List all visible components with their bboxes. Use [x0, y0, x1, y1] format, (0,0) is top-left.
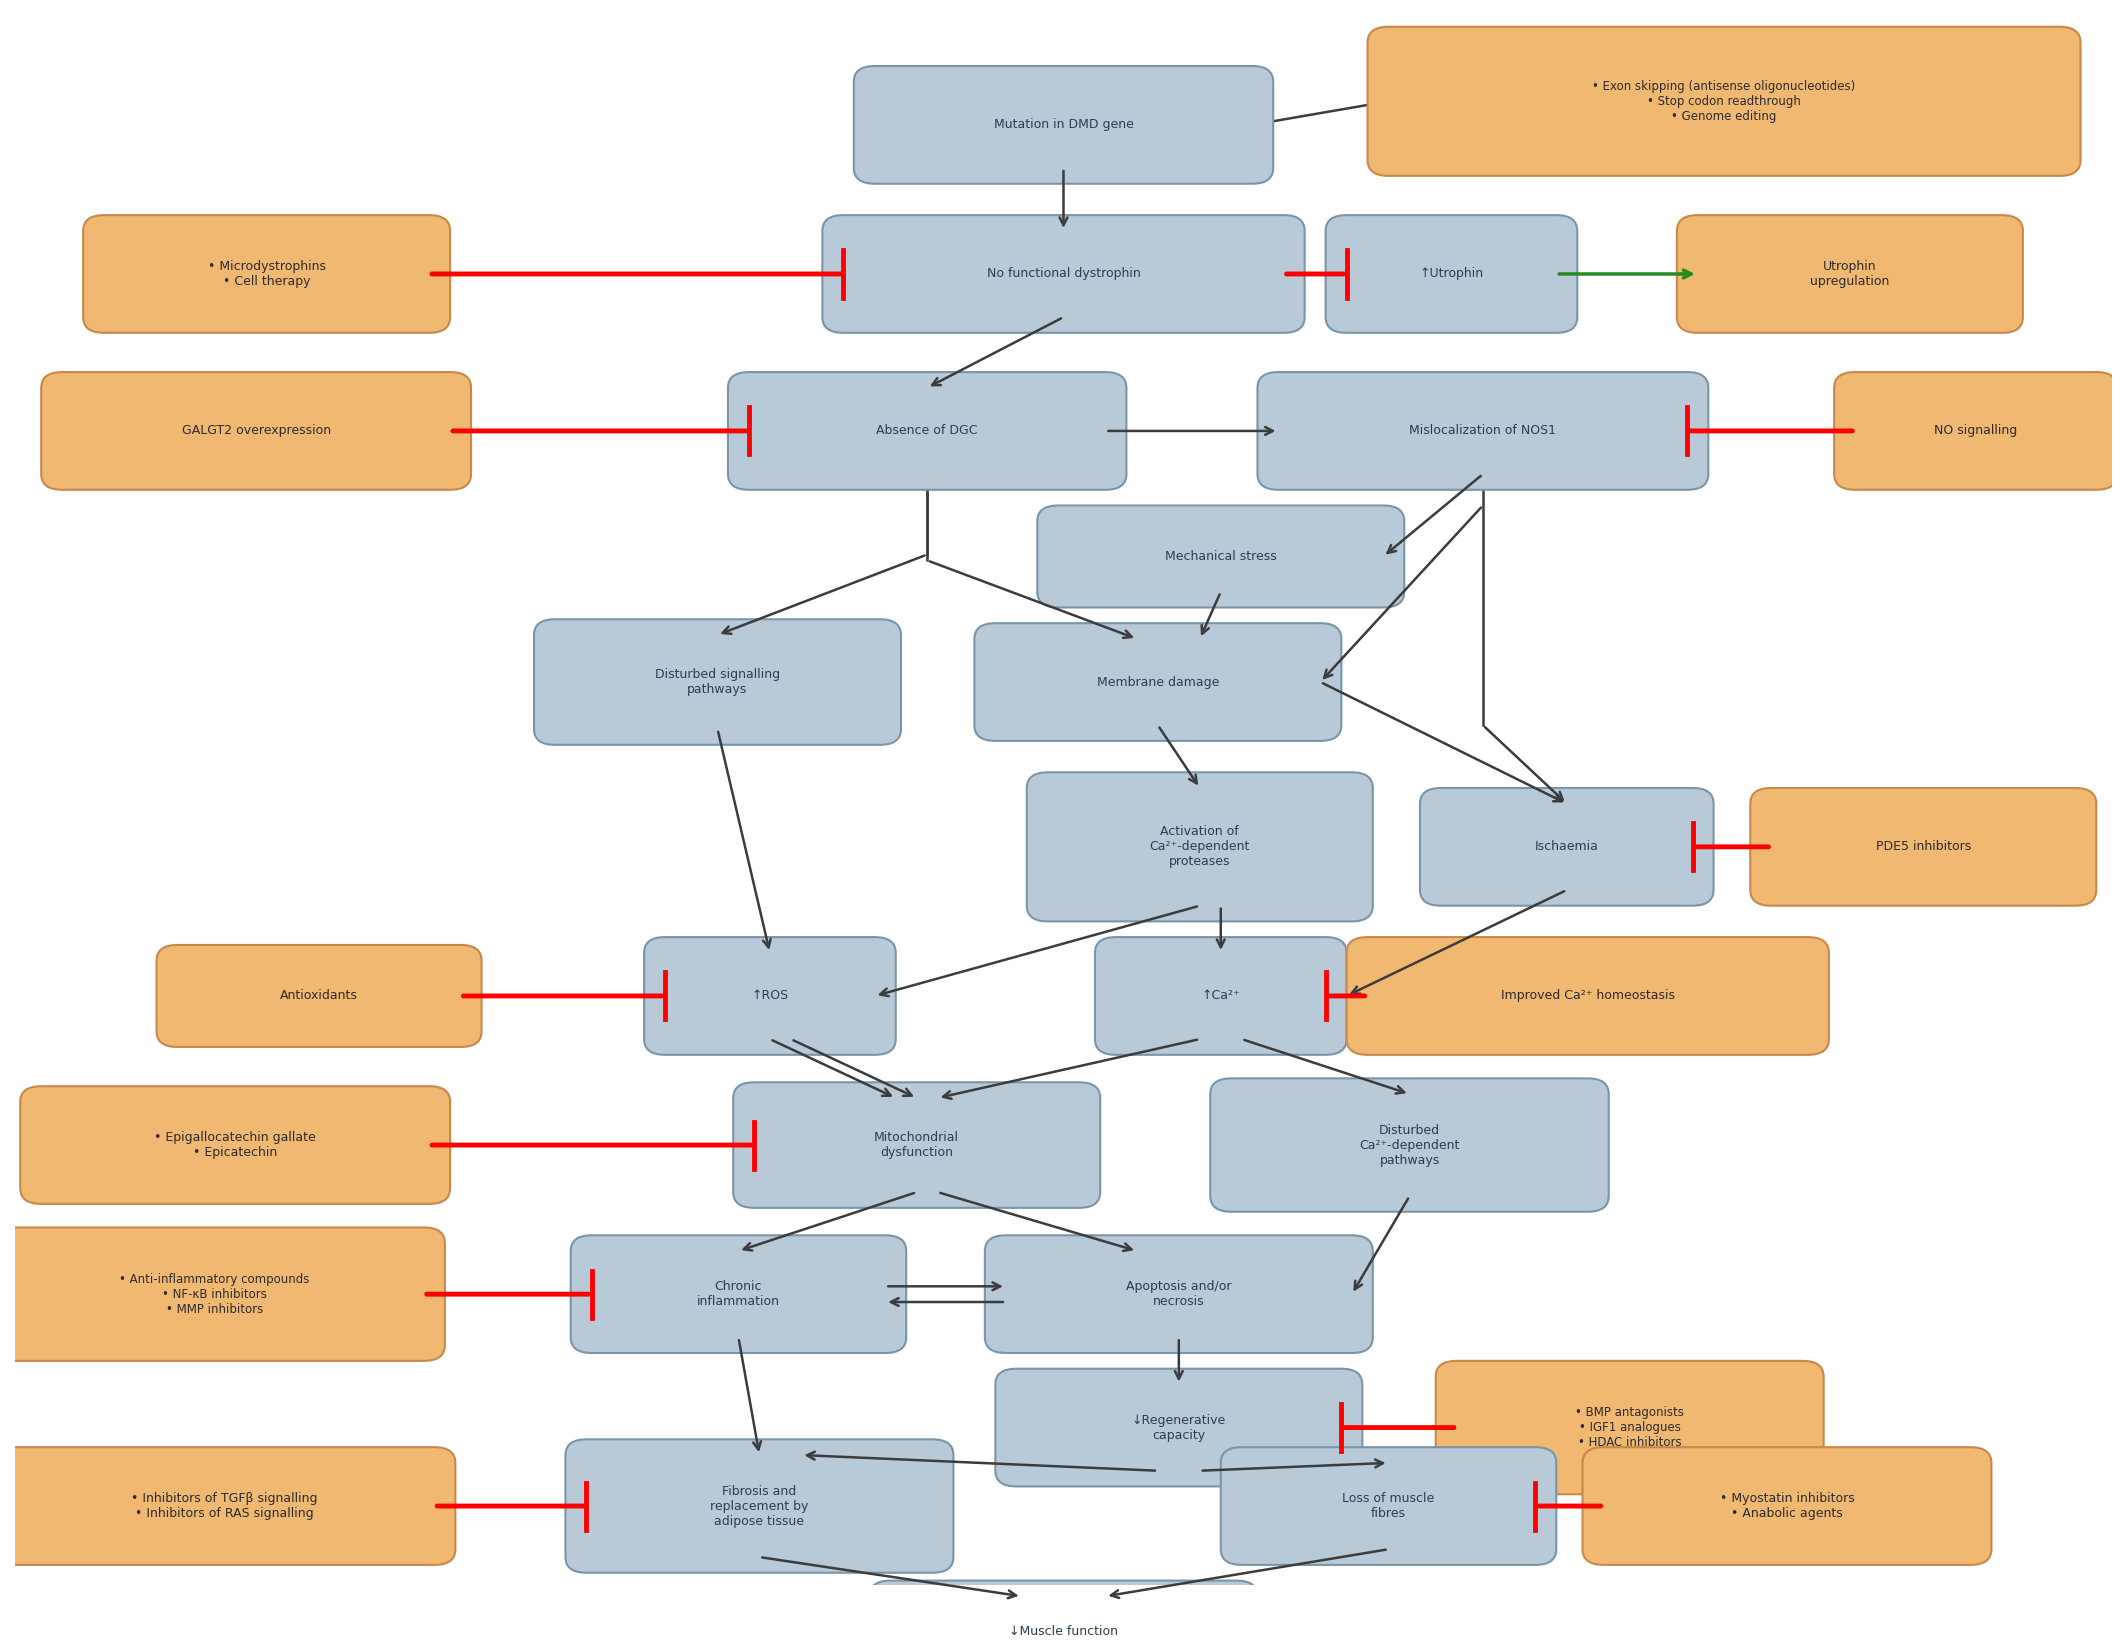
Text: Mislocalization of NOS1: Mislocalization of NOS1: [1410, 424, 1557, 437]
Text: PDE5 inhibitors: PDE5 inhibitors: [1876, 840, 1972, 853]
FancyBboxPatch shape: [1833, 372, 2116, 490]
Text: ↓Muscle function: ↓Muscle function: [1008, 1626, 1119, 1637]
Text: • BMP antagonists
• IGF1 analogues
• HDAC inhibitors: • BMP antagonists • IGF1 analogues • HDA…: [1576, 1406, 1685, 1448]
Text: Activation of
Ca²⁺-dependent
proteases: Activation of Ca²⁺-dependent proteases: [1149, 825, 1251, 868]
Text: Ischaemia: Ischaemia: [1536, 840, 1600, 853]
FancyBboxPatch shape: [1038, 505, 1404, 608]
Text: ↓Regenerative
capacity: ↓Regenerative capacity: [1132, 1414, 1225, 1442]
FancyBboxPatch shape: [1027, 773, 1372, 921]
FancyBboxPatch shape: [83, 215, 451, 332]
Text: Improved Ca²⁺ homeostasis: Improved Ca²⁺ homeostasis: [1502, 990, 1674, 1003]
FancyBboxPatch shape: [1751, 787, 2097, 906]
FancyBboxPatch shape: [1582, 1447, 1991, 1565]
FancyBboxPatch shape: [1221, 1447, 1557, 1565]
Text: Absence of DGC: Absence of DGC: [876, 424, 978, 437]
FancyBboxPatch shape: [985, 1235, 1372, 1353]
FancyBboxPatch shape: [1346, 937, 1829, 1055]
Text: Apoptosis and/or
necrosis: Apoptosis and/or necrosis: [1125, 1281, 1232, 1309]
FancyBboxPatch shape: [1095, 937, 1346, 1055]
FancyBboxPatch shape: [823, 215, 1304, 332]
Text: Mutation in DMD gene: Mutation in DMD gene: [993, 118, 1134, 132]
FancyBboxPatch shape: [1368, 26, 2080, 176]
Text: Mechanical stress: Mechanical stress: [1166, 551, 1276, 562]
FancyBboxPatch shape: [727, 372, 1127, 490]
Text: • Epigallocatechin gallate
• Epicatechin: • Epigallocatechin gallate • Epicatechin: [155, 1131, 317, 1159]
Text: • Microdystrophins
• Cell therapy: • Microdystrophins • Cell therapy: [208, 260, 325, 288]
FancyBboxPatch shape: [734, 1082, 1100, 1208]
Text: Disturbed signalling
pathways: Disturbed signalling pathways: [655, 667, 781, 695]
FancyBboxPatch shape: [566, 1440, 953, 1573]
FancyBboxPatch shape: [853, 66, 1274, 184]
Text: ↑Ca²⁺: ↑Ca²⁺: [1202, 990, 1240, 1003]
Text: Membrane damage: Membrane damage: [1098, 676, 1219, 689]
Text: Chronic
inflammation: Chronic inflammation: [698, 1281, 781, 1309]
Text: Disturbed
Ca²⁺-dependent
pathways: Disturbed Ca²⁺-dependent pathways: [1359, 1123, 1459, 1167]
FancyBboxPatch shape: [870, 1580, 1257, 1644]
FancyBboxPatch shape: [157, 945, 481, 1047]
Text: ↑ROS: ↑ROS: [751, 990, 789, 1003]
FancyBboxPatch shape: [0, 1447, 455, 1565]
FancyBboxPatch shape: [21, 1087, 451, 1203]
Text: Utrophin
upregulation: Utrophin upregulation: [1810, 260, 1889, 288]
Text: Antioxidants: Antioxidants: [281, 990, 357, 1003]
Text: NO signalling: NO signalling: [1933, 424, 2016, 437]
FancyBboxPatch shape: [570, 1235, 906, 1353]
FancyBboxPatch shape: [995, 1369, 1361, 1486]
Text: GALGT2 overexpression: GALGT2 overexpression: [181, 424, 330, 437]
Text: • Myostatin inhibitors
• Anabolic agents: • Myostatin inhibitors • Anabolic agents: [1719, 1493, 1855, 1521]
FancyBboxPatch shape: [1257, 372, 1708, 490]
Text: • Exon skipping (antisense oligonucleotides)
• Stop codon readthrough
• Genome e: • Exon skipping (antisense oligonucleoti…: [1593, 81, 1855, 123]
Text: ↑Utrophin: ↑Utrophin: [1419, 268, 1483, 281]
FancyBboxPatch shape: [1325, 215, 1578, 332]
FancyBboxPatch shape: [1210, 1078, 1608, 1212]
FancyBboxPatch shape: [974, 623, 1342, 741]
Text: • Inhibitors of TGFβ signalling
• Inhibitors of RAS signalling: • Inhibitors of TGFβ signalling • Inhibi…: [132, 1493, 317, 1521]
FancyBboxPatch shape: [534, 620, 902, 745]
FancyBboxPatch shape: [40, 372, 470, 490]
Text: • Anti-inflammatory compounds
• NF-κB inhibitors
• MMP inhibitors: • Anti-inflammatory compounds • NF-κB in…: [119, 1272, 308, 1315]
FancyBboxPatch shape: [1676, 215, 2023, 332]
FancyBboxPatch shape: [1421, 787, 1714, 906]
FancyBboxPatch shape: [0, 1228, 445, 1361]
Text: No functional dystrophin: No functional dystrophin: [987, 268, 1140, 281]
FancyBboxPatch shape: [644, 937, 895, 1055]
Text: Mitochondrial
dysfunction: Mitochondrial dysfunction: [874, 1131, 959, 1159]
Text: Loss of muscle
fibres: Loss of muscle fibres: [1342, 1493, 1434, 1521]
Text: Fibrosis and
replacement by
adipose tissue: Fibrosis and replacement by adipose tiss…: [710, 1485, 808, 1527]
FancyBboxPatch shape: [1436, 1361, 1823, 1494]
